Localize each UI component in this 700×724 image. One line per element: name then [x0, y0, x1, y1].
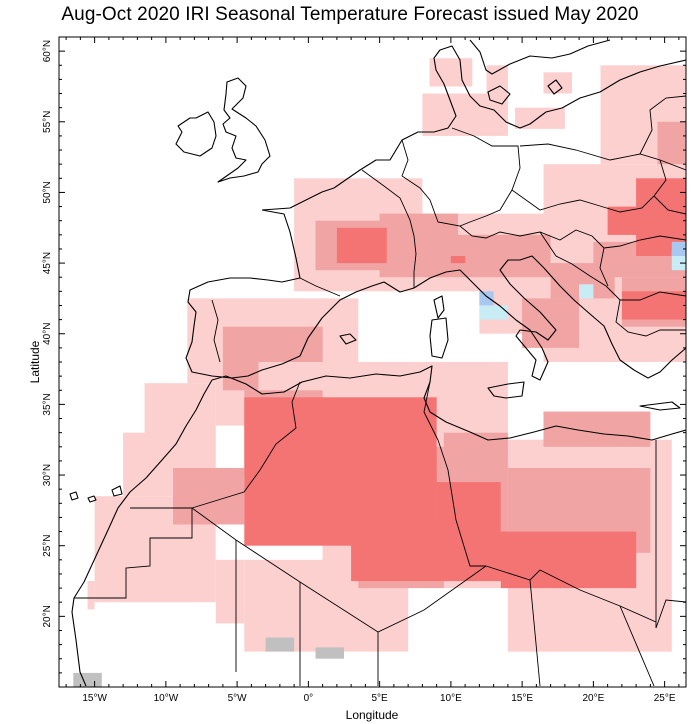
corsica — [433, 295, 445, 319]
crete — [639, 401, 681, 411]
x-tick-label: 10°W — [154, 693, 179, 704]
above_mid-cell — [222, 362, 259, 391]
adriatic-east-coast — [543, 267, 686, 379]
x-tick-label: 25°E — [654, 693, 676, 704]
great-britain-coast — [217, 77, 271, 183]
dry_mask-cell — [265, 637, 295, 652]
western-sahara-border — [74, 507, 193, 599]
above_mid-cell — [458, 234, 551, 278]
scandinavia-coast — [469, 39, 611, 75]
mali-border — [235, 540, 379, 686]
balkan-borders — [539, 231, 686, 337]
spain-portugal-border — [211, 299, 221, 363]
y-tick-label: 45°N — [42, 252, 53, 274]
y-axis-title: Latitude — [28, 340, 42, 383]
y-tick-label: 60°N — [42, 40, 53, 62]
below_low-cell — [579, 284, 594, 299]
y-tick-label: 25°N — [42, 535, 53, 557]
above_low-cell — [486, 65, 508, 94]
above_high-cell — [450, 256, 466, 264]
below_low-cell — [479, 305, 508, 320]
x-tick-label: 15°W — [82, 693, 107, 704]
above_low-cell — [515, 107, 565, 129]
chad-border — [529, 579, 655, 687]
x-axis-title: Longitude — [346, 708, 399, 722]
algeria-tunisia-border — [423, 381, 486, 567]
libya-east-border — [655, 440, 686, 629]
eastern-borders — [639, 95, 686, 215]
y-tick-label: 35°N — [42, 393, 53, 415]
map-title: Aug-Oct 2020 IRI Seasonal Temperature Fo… — [61, 4, 639, 25]
ireland-coast — [175, 111, 217, 157]
above_high-cell — [557, 552, 622, 582]
danish-islands — [487, 85, 511, 105]
above_high-cell — [365, 559, 394, 574]
above_high-cell — [422, 524, 494, 574]
x-tick-label: 20°E — [582, 693, 604, 704]
above_high-cell — [621, 291, 686, 320]
france-borders — [299, 169, 417, 297]
italy-coast — [413, 255, 557, 381]
above_low-cell — [422, 93, 508, 136]
above_low-cell — [215, 559, 245, 624]
above_high-cell — [244, 397, 437, 546]
coastline-layer — [69, 39, 686, 687]
algeria-morocco-border — [191, 381, 301, 509]
above_mid-cell — [173, 468, 245, 525]
y-tick-label: 30°N — [42, 464, 53, 486]
below_mid-cell — [479, 291, 494, 306]
x-tick-label: 15°E — [511, 693, 533, 704]
central-europe-borders — [401, 139, 686, 249]
x-tick-label: 5°E — [372, 693, 389, 704]
x-tick-label: 0° — [304, 693, 314, 704]
x-tick-label: 10°E — [440, 693, 462, 704]
dry_mask-cell — [315, 647, 344, 659]
below_mid-cell — [671, 241, 686, 256]
above_low-cell — [429, 58, 473, 87]
axis-ticks — [59, 36, 686, 687]
y-tick-label: 20°N — [42, 605, 53, 627]
above_mid-cell — [543, 411, 651, 447]
above_mid-cell — [222, 326, 323, 362]
balearics — [339, 333, 357, 345]
y-tick-label: 40°N — [42, 323, 53, 345]
sardinia — [429, 317, 449, 359]
probability-shading — [73, 58, 686, 687]
y-tick-label: 55°N — [42, 111, 53, 133]
baltic-island — [547, 79, 563, 95]
sicily — [487, 381, 525, 399]
france-iberia-coast — [185, 209, 415, 379]
dry_mask-cell — [73, 672, 102, 687]
above_low-cell — [322, 185, 387, 214]
y-tick-label: 50°N — [42, 181, 53, 203]
x-tick-label: 5°W — [228, 693, 248, 704]
europe-north-coast — [261, 45, 686, 211]
axis-tick-labels: 15°W 10°W 5°W 0° 5°E 10°E 15°E 20°E 25°E 20°N 25°N… — [42, 40, 676, 704]
algeria-mali-border — [191, 507, 487, 633]
canary-islands — [69, 485, 123, 503]
above_high-cell — [336, 227, 387, 264]
maghreb-coast — [211, 365, 686, 441]
above_low-cell — [123, 432, 145, 497]
above_low-cell — [87, 581, 95, 610]
north-africa-coast — [71, 379, 213, 687]
germany-east-border — [451, 127, 521, 227]
border-layer — [74, 95, 686, 687]
above_mid-cell — [657, 121, 686, 165]
niger-chad-border — [485, 565, 657, 623]
